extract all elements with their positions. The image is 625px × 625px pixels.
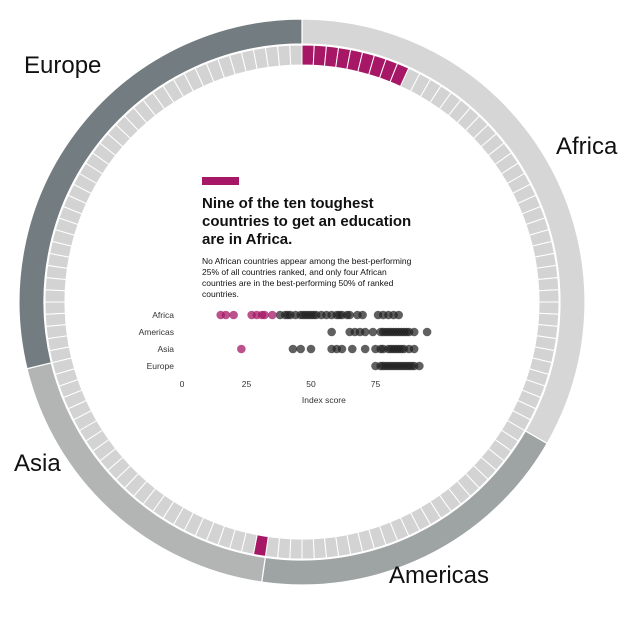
- x-tick-label: 50: [306, 379, 316, 389]
- dot-highlighted-asia: [237, 344, 246, 354]
- row-label-asia: Asia: [157, 344, 174, 354]
- region-label-europe: Europe: [24, 52, 102, 79]
- region-label-americas: Americas: [389, 562, 490, 589]
- ring-cell-europe: [44, 312, 67, 327]
- ring-cell-europe: [289, 44, 303, 66]
- dot-asia: [409, 344, 419, 354]
- ring-cell-europe: [264, 45, 281, 68]
- x-tick-label: 75: [371, 379, 381, 389]
- dot-africa: [394, 310, 404, 320]
- ring-cell-americas: [312, 537, 327, 560]
- ring-cell-highlighted-africa: [301, 44, 315, 66]
- dot-asia: [306, 344, 316, 354]
- ring-cell-africa: [538, 301, 560, 315]
- dot-africa: [345, 310, 354, 320]
- ring-cell-americas: [301, 538, 315, 560]
- index-score-dot-plot: Africa Americas Asia Europe 0 25 50 75 Index sco…: [139, 310, 432, 405]
- x-axis-label: Index score: [302, 395, 346, 405]
- dot-highlighted-africa: [268, 310, 277, 320]
- dot-europe: [415, 361, 424, 371]
- dot-americas: [327, 327, 336, 337]
- dot-asia: [360, 344, 370, 354]
- dot-americas: [409, 327, 419, 337]
- x-tick-label: 0: [180, 379, 185, 389]
- ring-cell-europe: [277, 44, 292, 67]
- dot-highlighted-africa: [221, 310, 231, 320]
- ring-cell-americas: [289, 538, 303, 560]
- row-label-europe: Europe: [147, 361, 175, 371]
- ring-cell-europe: [45, 323, 68, 340]
- dot-highlighted-africa: [260, 310, 269, 320]
- ring-cell-africa: [537, 277, 560, 292]
- ring-cell-africa: [536, 264, 559, 281]
- row-label-americas: Americas: [139, 327, 174, 337]
- dot-asia: [337, 344, 347, 354]
- dot-africa: [358, 310, 367, 320]
- ring-cell-americas: [323, 536, 340, 559]
- dot-americas: [368, 327, 378, 337]
- dot-asia: [296, 344, 305, 354]
- row-label-africa: Africa: [152, 310, 174, 320]
- ring-cell-europe: [44, 301, 66, 315]
- x-tick-label: 25: [242, 379, 252, 389]
- dot-americas: [360, 327, 370, 337]
- ring-cell-africa: [538, 289, 560, 303]
- dot-asia: [288, 344, 298, 354]
- region-label-africa: Africa: [556, 133, 618, 160]
- chart-description: No African countries appear among the be…: [202, 256, 412, 299]
- dot-americas: [422, 327, 432, 337]
- dot-asia: [347, 344, 357, 354]
- region-label-asia: Asia: [14, 450, 61, 477]
- ring-cell-europe: [44, 289, 66, 303]
- highlight-legend-swatch: [202, 177, 239, 185]
- dot-highlighted-africa: [229, 310, 238, 320]
- chart-headline: Nine of the ten toughest countries to ge…: [202, 195, 412, 248]
- ring-band-europe: [18, 18, 303, 370]
